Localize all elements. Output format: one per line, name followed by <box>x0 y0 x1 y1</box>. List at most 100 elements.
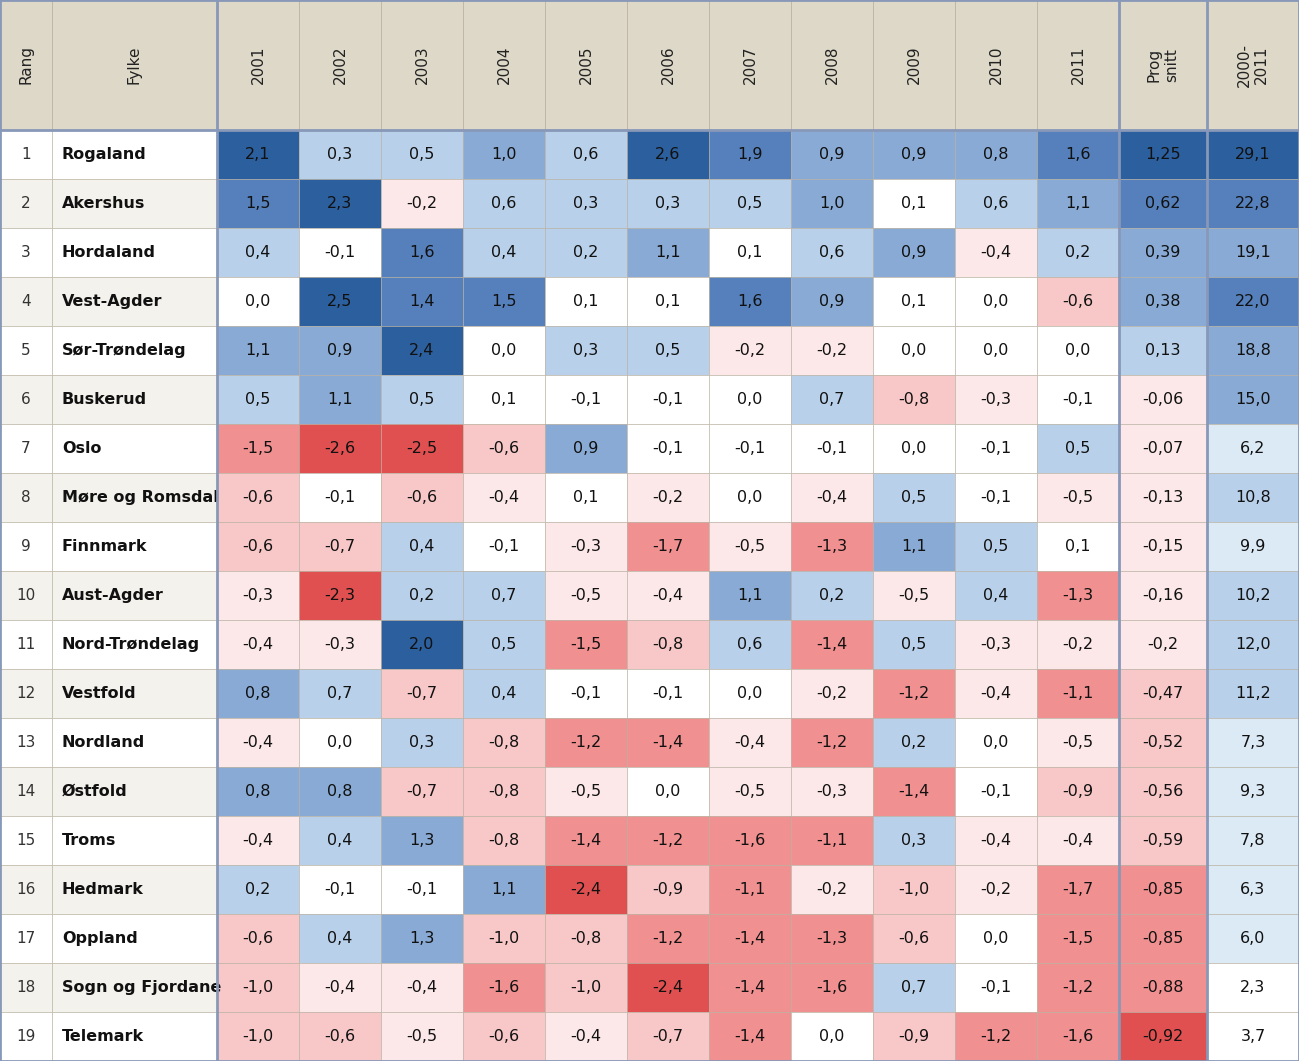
Bar <box>1037 1012 1118 1061</box>
Text: Buskerud: Buskerud <box>62 392 147 407</box>
Bar <box>0 816 52 865</box>
Bar <box>873 326 955 375</box>
Bar <box>546 865 627 914</box>
Text: -0,85: -0,85 <box>1142 930 1183 946</box>
Bar <box>627 571 709 620</box>
Text: -0,16: -0,16 <box>1142 588 1183 603</box>
Text: Finnmark: Finnmark <box>62 539 148 554</box>
Bar <box>955 620 1037 669</box>
Bar <box>1037 424 1118 473</box>
Text: Nordland: Nordland <box>62 735 145 750</box>
Bar <box>955 277 1037 326</box>
Text: 2000-
2011: 2000- 2011 <box>1237 44 1269 87</box>
Text: 0,3: 0,3 <box>573 196 599 211</box>
Bar <box>299 963 381 1012</box>
Text: -0,6: -0,6 <box>899 930 930 946</box>
Bar <box>627 914 709 963</box>
Text: 0,6: 0,6 <box>491 196 517 211</box>
Text: 3,7: 3,7 <box>1241 1029 1265 1044</box>
Bar <box>709 914 791 963</box>
Bar <box>955 767 1037 816</box>
Text: 0,2: 0,2 <box>1065 245 1091 260</box>
Bar <box>627 424 709 473</box>
Bar <box>462 326 546 375</box>
Bar <box>381 473 462 522</box>
Text: 0,4: 0,4 <box>983 588 1009 603</box>
Bar <box>1037 718 1118 767</box>
Bar <box>0 571 52 620</box>
Text: 0,0: 0,0 <box>983 294 1009 309</box>
Text: -1,1: -1,1 <box>1063 686 1094 701</box>
Text: 12,0: 12,0 <box>1235 637 1270 653</box>
Text: -0,7: -0,7 <box>407 784 438 799</box>
Bar <box>709 424 791 473</box>
Bar <box>791 424 873 473</box>
Text: -0,1: -0,1 <box>981 784 1012 799</box>
Bar <box>791 669 873 718</box>
Bar <box>0 718 52 767</box>
Text: 2008: 2008 <box>825 46 839 84</box>
Text: 10: 10 <box>17 588 35 603</box>
Text: 0,7: 0,7 <box>820 392 844 407</box>
Bar <box>627 473 709 522</box>
Text: 0,13: 0,13 <box>1146 343 1181 358</box>
Text: 0,9: 0,9 <box>820 294 844 309</box>
Bar <box>627 326 709 375</box>
Bar <box>0 0 52 131</box>
Bar <box>381 669 462 718</box>
Bar <box>381 571 462 620</box>
Text: 29,1: 29,1 <box>1235 147 1270 162</box>
Text: -0,2: -0,2 <box>652 490 683 505</box>
Bar <box>709 326 791 375</box>
Text: 0,5: 0,5 <box>246 392 270 407</box>
Bar <box>381 326 462 375</box>
Bar <box>709 816 791 865</box>
Text: -0,9: -0,9 <box>899 1029 930 1044</box>
Text: -2,4: -2,4 <box>652 980 683 995</box>
Text: 3: 3 <box>21 245 31 260</box>
Bar <box>52 669 217 718</box>
Bar <box>52 718 217 767</box>
Text: -1,3: -1,3 <box>817 539 847 554</box>
Bar <box>0 522 52 571</box>
Text: 0,0: 0,0 <box>738 392 763 407</box>
Bar <box>1118 473 1207 522</box>
Bar <box>955 375 1037 424</box>
Text: 1,4: 1,4 <box>409 294 435 309</box>
Bar <box>52 1012 217 1061</box>
Bar <box>299 767 381 816</box>
Text: 0,6: 0,6 <box>573 147 599 162</box>
Text: -0,8: -0,8 <box>652 637 683 653</box>
Text: -1,4: -1,4 <box>734 930 765 946</box>
Bar <box>0 277 52 326</box>
Text: 2,6: 2,6 <box>655 147 681 162</box>
Text: -0,4: -0,4 <box>243 637 274 653</box>
Text: 22,0: 22,0 <box>1235 294 1270 309</box>
Text: 1,1: 1,1 <box>902 539 926 554</box>
Bar <box>709 718 791 767</box>
Text: -0,52: -0,52 <box>1142 735 1183 750</box>
Text: -2,6: -2,6 <box>325 441 356 456</box>
Bar <box>381 0 462 131</box>
Text: 0,3: 0,3 <box>409 735 435 750</box>
Text: 1,3: 1,3 <box>409 930 435 946</box>
Text: 19: 19 <box>17 1029 35 1044</box>
Bar <box>299 522 381 571</box>
Text: 2,4: 2,4 <box>409 343 435 358</box>
Bar <box>299 228 381 277</box>
Text: 2009: 2009 <box>907 46 921 84</box>
Text: -1,5: -1,5 <box>570 637 601 653</box>
Text: 0,5: 0,5 <box>983 539 1009 554</box>
Text: 0,2: 0,2 <box>902 735 926 750</box>
Bar <box>873 669 955 718</box>
Bar <box>462 620 546 669</box>
Text: 0,5: 0,5 <box>491 637 517 653</box>
Text: -1,6: -1,6 <box>734 833 765 848</box>
Text: 0,5: 0,5 <box>409 392 435 407</box>
Text: 7,8: 7,8 <box>1241 833 1265 848</box>
Bar <box>955 131 1037 179</box>
Text: -0,4: -0,4 <box>1063 833 1094 848</box>
Bar <box>1037 865 1118 914</box>
Text: 15: 15 <box>17 833 35 848</box>
Text: 0,0: 0,0 <box>327 735 353 750</box>
